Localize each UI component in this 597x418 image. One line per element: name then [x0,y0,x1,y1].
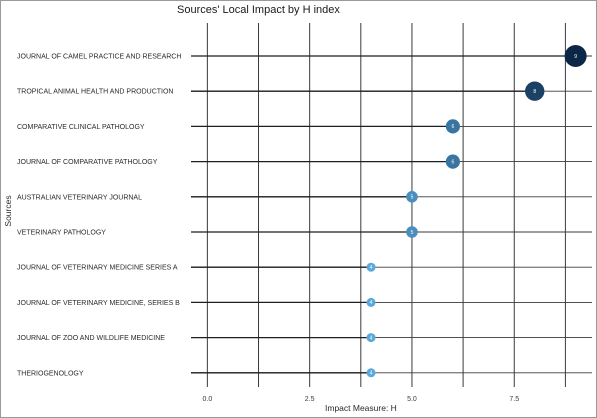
y-axis-label: JOURNAL OF COMPARATIVE PATHOLOGY [17,159,158,166]
point-label: 4 [370,300,373,306]
data-points: 9 8 6 6 5 5 4 4 4 4 [366,45,587,378]
data-point [366,297,376,307]
data-point [564,45,587,67]
y-axis-labels: JOURNAL OF CAMEL PRACTICE AND RESEARCH TR… [17,54,181,378]
x-axis-ticks: 0.0 2.5 5.0 7.5 [203,396,520,403]
point-label: 4 [370,335,373,341]
y-axis-label: COMPARATIVE CLINICAL PATHOLOGY [17,124,145,131]
data-point [366,368,376,378]
point-label: 4 [370,265,373,271]
y-axis-label: JOURNAL OF ZOO AND WILDLIFE MEDICINE [17,335,165,342]
data-point [366,262,376,272]
chart-title: Sources' Local Impact by H index [177,4,340,16]
x-axis-title: Impact Measure: H [325,403,397,413]
point-label: 5 [411,230,414,236]
lollipop-segments [191,55,576,374]
x-tick-label: 2.5 [305,396,315,403]
data-point [406,191,418,203]
x-tick-label: 5.0 [407,396,417,403]
data-point [445,154,460,169]
y-axis-title: Sources [3,195,13,226]
point-label: 8 [533,89,536,95]
point-label: 9 [574,54,577,60]
data-point [406,226,418,238]
x-tick-label: 7.5 [509,396,519,403]
y-axis-label: JOURNAL OF CAMEL PRACTICE AND RESEARCH [17,54,181,61]
y-axis-label: AUSTRALIAN VETERINARY JOURNAL [17,194,142,201]
y-axis-label: JOURNAL OF VETERINARY MEDICINE, SERIES B [17,300,180,307]
point-label: 6 [451,124,454,130]
point-label: 6 [451,159,454,165]
point-label: 4 [370,371,373,377]
point-label: 5 [411,195,414,201]
y-axis-label: JOURNAL OF VETERINARY MEDICINE SERIES A [17,265,178,272]
y-axis-label: TROPICAL ANIMAL HEALTH AND PRODUCTION [17,89,174,96]
data-point [366,333,376,343]
data-point [445,119,460,134]
x-tick-label: 0.0 [203,396,213,403]
y-axis-label: THERIOGENOLOGY [17,370,84,377]
y-axis-label: VETERINARY PATHOLOGY [17,230,106,237]
data-point [525,81,545,101]
gridlines [191,23,592,387]
